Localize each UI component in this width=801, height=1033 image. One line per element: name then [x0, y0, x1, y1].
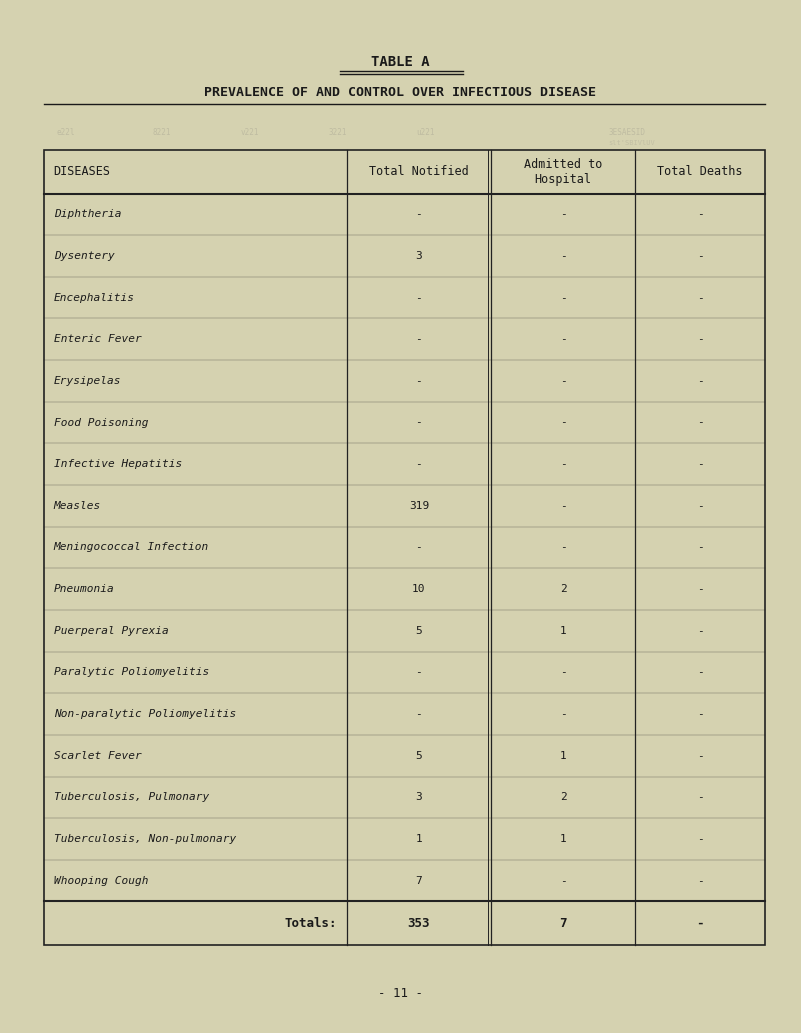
Text: 7: 7: [559, 917, 567, 930]
Text: Puerperal Pyrexia: Puerperal Pyrexia: [54, 626, 168, 635]
Text: u221: u221: [417, 128, 435, 136]
Text: Tuberculosis, Non-pulmonary: Tuberculosis, Non-pulmonary: [54, 834, 236, 844]
Text: -: -: [560, 292, 566, 303]
Text: -: -: [696, 917, 704, 930]
Text: -: -: [560, 376, 566, 386]
Text: 3: 3: [416, 251, 422, 261]
Text: Tuberculosis, Pulmonary: Tuberculosis, Pulmonary: [54, 792, 209, 803]
Text: DISEASES: DISEASES: [54, 165, 111, 178]
Text: -: -: [697, 709, 703, 719]
Text: Admitted to
Hospital: Admitted to Hospital: [524, 158, 602, 186]
Text: 5: 5: [416, 626, 422, 635]
Text: -: -: [697, 501, 703, 511]
Text: Infective Hepatitis: Infective Hepatitis: [54, 460, 182, 469]
Text: Total Notified: Total Notified: [369, 165, 469, 178]
Text: -: -: [697, 751, 703, 760]
Text: -: -: [560, 542, 566, 553]
Text: Paralytic Poliomyelitis: Paralytic Poliomyelitis: [54, 667, 209, 678]
Text: Measles: Measles: [54, 501, 101, 511]
Text: -: -: [697, 792, 703, 803]
Text: Pneumonia: Pneumonia: [54, 584, 115, 594]
Text: 353: 353: [408, 917, 430, 930]
Text: Food Poisoning: Food Poisoning: [54, 417, 148, 428]
Text: Encephalitis: Encephalitis: [54, 292, 135, 303]
Text: -: -: [416, 460, 422, 469]
Text: -: -: [697, 542, 703, 553]
Text: 8221: 8221: [152, 128, 171, 136]
Text: slt'SBIVlUV: slt'SBIVlUV: [609, 139, 655, 146]
Bar: [44, 150, 765, 945]
Text: -: -: [697, 251, 703, 261]
Text: - 11 -: - 11 -: [378, 988, 423, 1000]
Text: Whooping Cough: Whooping Cough: [54, 876, 148, 885]
Text: 1: 1: [560, 626, 566, 635]
Text: 3221: 3221: [328, 128, 347, 136]
Text: -: -: [560, 667, 566, 678]
Text: -: -: [416, 292, 422, 303]
Text: -: -: [697, 292, 703, 303]
Text: -: -: [697, 335, 703, 344]
Text: -: -: [560, 417, 566, 428]
Text: 3: 3: [416, 792, 422, 803]
Text: 1: 1: [560, 834, 566, 844]
Text: Total Deaths: Total Deaths: [658, 165, 743, 178]
Text: 10: 10: [413, 584, 425, 594]
Text: -: -: [416, 376, 422, 386]
Text: -: -: [697, 376, 703, 386]
Text: Enteric Fever: Enteric Fever: [54, 335, 142, 344]
Text: 2: 2: [560, 792, 566, 803]
Text: -: -: [560, 501, 566, 511]
Text: Meningococcal Infection: Meningococcal Infection: [54, 542, 209, 553]
Text: PREVALENCE OF AND CONTROL OVER INFECTIOUS DISEASE: PREVALENCE OF AND CONTROL OVER INFECTIOU…: [204, 87, 597, 99]
Text: 319: 319: [409, 501, 429, 511]
Text: -: -: [697, 417, 703, 428]
Text: Diphtheria: Diphtheria: [54, 210, 121, 219]
Text: -: -: [697, 876, 703, 885]
Text: e22l: e22l: [56, 128, 74, 136]
Text: -: -: [416, 417, 422, 428]
Text: -: -: [560, 210, 566, 219]
Text: -: -: [697, 210, 703, 219]
Text: 2: 2: [560, 584, 566, 594]
Text: TABLE A: TABLE A: [371, 55, 430, 69]
Text: Dysentery: Dysentery: [54, 251, 115, 261]
Text: Scarlet Fever: Scarlet Fever: [54, 751, 142, 760]
Text: 1: 1: [416, 834, 422, 844]
Text: 1: 1: [560, 751, 566, 760]
Text: -: -: [697, 460, 703, 469]
Text: 3ESAESID: 3ESAESID: [609, 128, 646, 136]
Text: -: -: [560, 709, 566, 719]
Text: -: -: [416, 667, 422, 678]
Text: v221: v221: [240, 128, 259, 136]
Text: Erysipelas: Erysipelas: [54, 376, 121, 386]
Text: 5: 5: [416, 751, 422, 760]
Text: Totals:: Totals:: [284, 917, 337, 930]
Text: -: -: [560, 251, 566, 261]
Text: 7: 7: [416, 876, 422, 885]
Text: -: -: [560, 876, 566, 885]
Text: -: -: [416, 542, 422, 553]
Text: Non-paralytic Poliomyelitis: Non-paralytic Poliomyelitis: [54, 709, 236, 719]
Text: -: -: [416, 709, 422, 719]
Text: -: -: [697, 834, 703, 844]
Text: -: -: [416, 335, 422, 344]
Text: -: -: [560, 460, 566, 469]
Text: -: -: [560, 335, 566, 344]
Text: -: -: [697, 667, 703, 678]
Text: -: -: [416, 210, 422, 219]
Text: -: -: [697, 626, 703, 635]
Text: -: -: [697, 584, 703, 594]
